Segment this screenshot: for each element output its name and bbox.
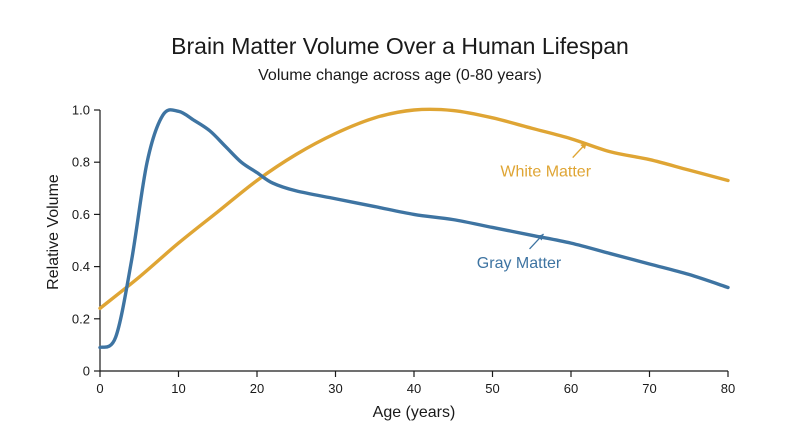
x-tick-label: 0 <box>96 381 103 396</box>
series-line-gray-matter <box>98 108 730 350</box>
y-tick-label: 0 <box>83 364 90 379</box>
x-tick-label: 20 <box>250 381 264 396</box>
series-label-white-matter: White Matter <box>500 164 591 181</box>
series-label-gray-matter: Gray Matter <box>477 255 562 272</box>
x-tick-label: 40 <box>407 381 421 396</box>
x-tick-label: 10 <box>171 381 185 396</box>
annotation-arrowhead-white-matter <box>580 142 587 150</box>
x-tick-label: 70 <box>642 381 656 396</box>
annotation-arrowhead-gray-matter <box>537 233 544 241</box>
y-axis-label: Relative Volume <box>45 174 62 290</box>
y-tick-label: 0.8 <box>72 155 90 170</box>
x-tick-label: 30 <box>328 381 342 396</box>
x-tick-label: 50 <box>485 381 499 396</box>
annotation-layer: White Matter Gray Matter <box>477 142 592 272</box>
x-axis-label: Age (years) <box>373 404 456 421</box>
y-tick-label: 0.4 <box>72 259 90 274</box>
chart-subtitle: Volume change across age (0-80 years) <box>258 67 542 84</box>
series-line-white-matter <box>98 107 730 311</box>
x-tick-label: 80 <box>721 381 735 396</box>
y-tick-label: 1.0 <box>72 103 90 118</box>
y-tick-label: 0.2 <box>72 311 90 326</box>
x-tick-label: 60 <box>564 381 578 396</box>
series-layer <box>98 107 730 350</box>
y-tick-label: 0.6 <box>72 207 90 222</box>
axes: 0 0.2 0.4 0.6 0.8 1.0 0 10 20 30 40 50 60 70 80 <box>72 103 735 397</box>
chart-title: Brain Matter Volume Over a Human Lifespa… <box>171 33 629 59</box>
